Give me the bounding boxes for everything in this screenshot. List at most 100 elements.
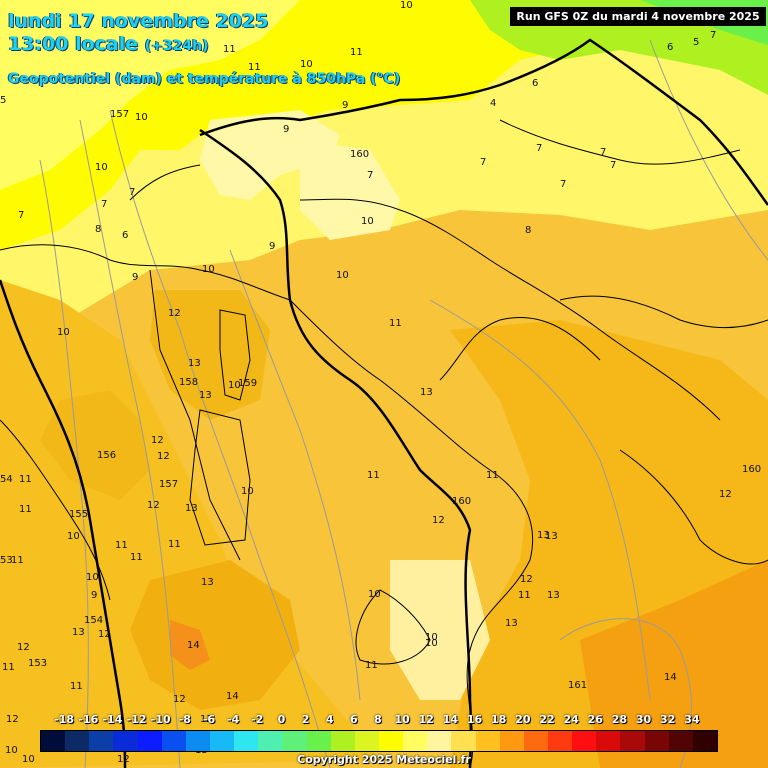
temp-label: 12	[17, 642, 30, 653]
legend-swatch	[330, 731, 355, 751]
geo-label: 153	[28, 658, 47, 669]
temp-label: 11	[223, 44, 236, 55]
legend-swatch	[137, 731, 162, 751]
temp-label: 10	[361, 216, 374, 227]
temp-label: 7	[610, 160, 616, 171]
temp-label: 6	[532, 78, 538, 89]
legend-swatch	[427, 731, 452, 751]
temp-label: 13	[72, 627, 85, 638]
legend-tick-label: 4	[325, 713, 334, 726]
temp-label: 7	[560, 179, 566, 190]
forecast-time: 13:00 locale (+324h)	[8, 33, 209, 55]
temp-label: 10	[135, 112, 148, 123]
geopotential-contours	[39, 39, 768, 768]
pale-field-alps	[200, 110, 340, 200]
temp-label: 11	[115, 540, 128, 551]
temp-label: 11	[350, 47, 363, 58]
legend-swatch	[354, 731, 379, 751]
legend-tick-label: 2	[301, 713, 310, 726]
temp-label: 11	[367, 470, 380, 481]
temp-label: 11	[11, 555, 24, 566]
geopotential-labels: 160	[350, 149, 369, 160]
temp-label: 10	[400, 0, 413, 11]
temp-label: 12	[117, 754, 130, 765]
temp-label: 11	[248, 62, 261, 73]
legend-swatch	[668, 731, 693, 751]
legend-tick-label: 22	[539, 713, 555, 726]
legend-tick-label: 26	[587, 713, 603, 726]
legend-swatch	[89, 731, 114, 751]
temp-label: 11	[2, 662, 15, 673]
temp-label: 5	[693, 37, 699, 48]
lead-time: (+324h)	[144, 38, 209, 54]
legend-tick-label: -12	[126, 713, 147, 726]
geo-label: 155	[69, 509, 88, 520]
legend-swatch	[451, 731, 476, 751]
temp-label: 13	[547, 590, 560, 601]
temp-label: 12	[168, 308, 181, 319]
temp-label: 8	[525, 225, 531, 236]
legend-tick-label: -8	[178, 713, 191, 726]
temp-label: 10	[368, 589, 381, 600]
legend-swatch	[65, 731, 90, 751]
legend-tick-label: 20	[515, 713, 531, 726]
temp-label: 12	[157, 451, 170, 462]
legend-tick-label: 16	[466, 713, 483, 726]
temp-label: 13	[201, 577, 214, 588]
legend-tick-label: 28	[611, 713, 628, 726]
legend-swatch	[113, 731, 138, 751]
geo-label: 160	[452, 496, 471, 507]
legend-swatch	[161, 731, 186, 751]
temp-label: 12	[151, 435, 164, 446]
temp-label: 14	[226, 691, 239, 702]
temp-label: 11	[168, 539, 181, 550]
legend-swatch	[547, 731, 573, 751]
temp-label: 7	[367, 170, 373, 181]
temp-label: 9	[342, 100, 348, 111]
temp-label: 10	[425, 638, 438, 649]
temp-label: 10	[228, 380, 241, 391]
geo-label: 160	[350, 149, 369, 160]
legend-tick-label: 18	[491, 713, 507, 726]
legend-swatch	[258, 731, 283, 751]
geo-label: 54	[0, 474, 13, 485]
legend-swatch	[499, 731, 524, 751]
legend-swatch	[378, 731, 404, 751]
legend-tick-label: -16	[78, 713, 99, 726]
temp-label: 8	[95, 224, 101, 235]
temp-label: 6	[122, 230, 128, 241]
legend-tick-label: 6	[350, 713, 358, 726]
temp-label: 9	[132, 272, 138, 283]
temp-label: 13	[188, 358, 201, 369]
legend-tick-label: 34	[684, 713, 700, 726]
temp-label: 10	[67, 531, 80, 542]
temp-label: 6	[667, 42, 673, 53]
legend-swatch	[403, 731, 428, 751]
legend-tick-label: 8	[374, 713, 382, 726]
legend-swatch	[185, 731, 210, 751]
legend-swatch	[306, 731, 331, 751]
legend-tick-label: -14	[102, 713, 123, 726]
pale-field-northwest	[0, 0, 300, 190]
geo-label: 157	[110, 109, 129, 120]
temp-label: 10	[5, 745, 18, 756]
legend-swatch	[572, 731, 597, 751]
legend-swatch	[523, 731, 548, 751]
temp-label: 14	[187, 640, 200, 651]
temp-label: 11	[70, 681, 83, 692]
temp-label: 11	[365, 660, 378, 671]
legend-tick-label: -10	[150, 713, 171, 726]
legend-swatch	[234, 731, 259, 751]
temp-label: 10	[95, 162, 108, 173]
temp-label: 11	[486, 470, 499, 481]
hot-field-southeast	[580, 560, 768, 768]
temp-label: 11	[518, 590, 531, 601]
legend-swatch	[620, 731, 645, 751]
temp-label: 10	[57, 327, 70, 338]
temp-label: 13	[420, 387, 433, 398]
temp-label: 5	[0, 95, 6, 106]
temp-label: 9	[269, 241, 275, 252]
copyright: Copyright 2025 Meteociel.fr	[297, 753, 471, 766]
